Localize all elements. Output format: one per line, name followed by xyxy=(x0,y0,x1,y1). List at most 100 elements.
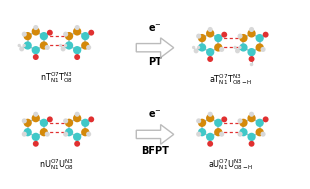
Circle shape xyxy=(239,119,248,127)
Circle shape xyxy=(86,132,91,137)
Circle shape xyxy=(214,128,222,136)
Circle shape xyxy=(192,46,195,49)
Circle shape xyxy=(260,47,266,52)
Circle shape xyxy=(24,41,32,50)
Circle shape xyxy=(239,34,248,42)
Circle shape xyxy=(206,48,214,56)
Circle shape xyxy=(86,45,91,50)
Text: e$^{-}$: e$^{-}$ xyxy=(148,23,162,34)
Circle shape xyxy=(65,128,73,136)
Circle shape xyxy=(208,112,213,117)
Circle shape xyxy=(75,112,80,117)
Circle shape xyxy=(206,29,214,38)
Circle shape xyxy=(247,48,256,56)
Circle shape xyxy=(81,128,89,136)
Circle shape xyxy=(22,118,27,123)
Text: e$^{-}$: e$^{-}$ xyxy=(148,109,162,120)
Text: BFPT: BFPT xyxy=(141,146,169,156)
Circle shape xyxy=(65,41,73,50)
Circle shape xyxy=(197,46,200,49)
Circle shape xyxy=(75,25,80,30)
Text: a$\mathregular{T}_{\mathrm{N1}}^{\mathrm{O7}}$T$_{\mathrm{O8-H}}^{\mathrm{N3}}$: a$\mathregular{T}_{\mathrm{N1}}^{\mathrm… xyxy=(209,72,253,87)
Polygon shape xyxy=(136,125,174,144)
Circle shape xyxy=(23,44,26,47)
Circle shape xyxy=(194,48,199,53)
Circle shape xyxy=(196,118,201,123)
Circle shape xyxy=(255,119,264,127)
Circle shape xyxy=(74,54,80,60)
Circle shape xyxy=(250,63,253,66)
Circle shape xyxy=(255,43,264,52)
Circle shape xyxy=(249,56,255,62)
Circle shape xyxy=(81,119,89,127)
Circle shape xyxy=(24,128,32,136)
Circle shape xyxy=(239,43,248,52)
Circle shape xyxy=(247,114,256,122)
Circle shape xyxy=(198,43,206,52)
Circle shape xyxy=(198,34,206,42)
Circle shape xyxy=(24,119,32,127)
Circle shape xyxy=(81,41,89,50)
Circle shape xyxy=(219,132,224,137)
Circle shape xyxy=(81,32,89,40)
Circle shape xyxy=(40,119,48,127)
Circle shape xyxy=(74,141,80,147)
Circle shape xyxy=(73,114,81,122)
Circle shape xyxy=(24,32,32,40)
Circle shape xyxy=(263,32,268,38)
Circle shape xyxy=(198,128,206,136)
Circle shape xyxy=(73,46,81,54)
Circle shape xyxy=(63,32,68,37)
Circle shape xyxy=(249,27,254,32)
Circle shape xyxy=(237,132,243,137)
Circle shape xyxy=(198,119,206,127)
Circle shape xyxy=(40,32,48,40)
Circle shape xyxy=(263,116,268,122)
Text: a$\mathregular{U}_{\mathrm{N1}}^{\mathrm{O7}}$U$_{\mathrm{O8-H}}^{\mathrm{N3}}$: a$\mathregular{U}_{\mathrm{N1}}^{\mathrm… xyxy=(208,157,254,172)
Circle shape xyxy=(247,133,256,141)
Circle shape xyxy=(45,132,50,137)
Circle shape xyxy=(33,54,39,60)
Circle shape xyxy=(22,132,27,137)
Circle shape xyxy=(247,29,256,38)
Circle shape xyxy=(65,119,73,127)
Circle shape xyxy=(237,34,243,39)
Circle shape xyxy=(219,47,224,52)
Circle shape xyxy=(47,30,53,36)
Circle shape xyxy=(207,141,213,147)
Circle shape xyxy=(47,116,53,122)
Circle shape xyxy=(221,116,227,122)
Circle shape xyxy=(45,45,50,50)
Circle shape xyxy=(206,133,214,141)
Circle shape xyxy=(88,116,94,122)
Circle shape xyxy=(19,46,24,51)
Circle shape xyxy=(237,118,243,123)
Circle shape xyxy=(22,32,27,37)
Circle shape xyxy=(32,133,40,141)
Circle shape xyxy=(208,27,213,32)
Circle shape xyxy=(206,114,214,122)
Circle shape xyxy=(32,27,40,36)
Circle shape xyxy=(255,128,264,136)
Circle shape xyxy=(214,34,222,42)
Circle shape xyxy=(18,44,21,47)
Circle shape xyxy=(235,48,240,53)
Circle shape xyxy=(249,112,254,117)
Circle shape xyxy=(73,27,81,36)
Circle shape xyxy=(33,112,38,117)
Circle shape xyxy=(88,30,94,36)
Circle shape xyxy=(260,132,266,137)
Circle shape xyxy=(73,133,81,141)
Circle shape xyxy=(32,46,40,54)
Text: n$\mathregular{T}_{\mathrm{N1}}^{\mathrm{O7}}$T$_{\mathrm{O8}}^{\mathrm{N3}}$: n$\mathregular{T}_{\mathrm{N1}}^{\mathrm… xyxy=(40,70,73,85)
Text: n$\mathregular{U}_{\mathrm{N1}}^{\mathrm{O7}}$U$_{\mathrm{O8}}^{\mathrm{N3}}$: n$\mathregular{U}_{\mathrm{N1}}^{\mathrm… xyxy=(39,157,74,172)
Circle shape xyxy=(196,34,201,39)
Circle shape xyxy=(40,128,48,136)
Circle shape xyxy=(214,119,222,127)
Circle shape xyxy=(249,141,255,147)
Circle shape xyxy=(239,128,248,136)
Circle shape xyxy=(32,114,40,122)
Circle shape xyxy=(61,46,65,51)
Polygon shape xyxy=(136,38,174,58)
Circle shape xyxy=(233,46,237,49)
